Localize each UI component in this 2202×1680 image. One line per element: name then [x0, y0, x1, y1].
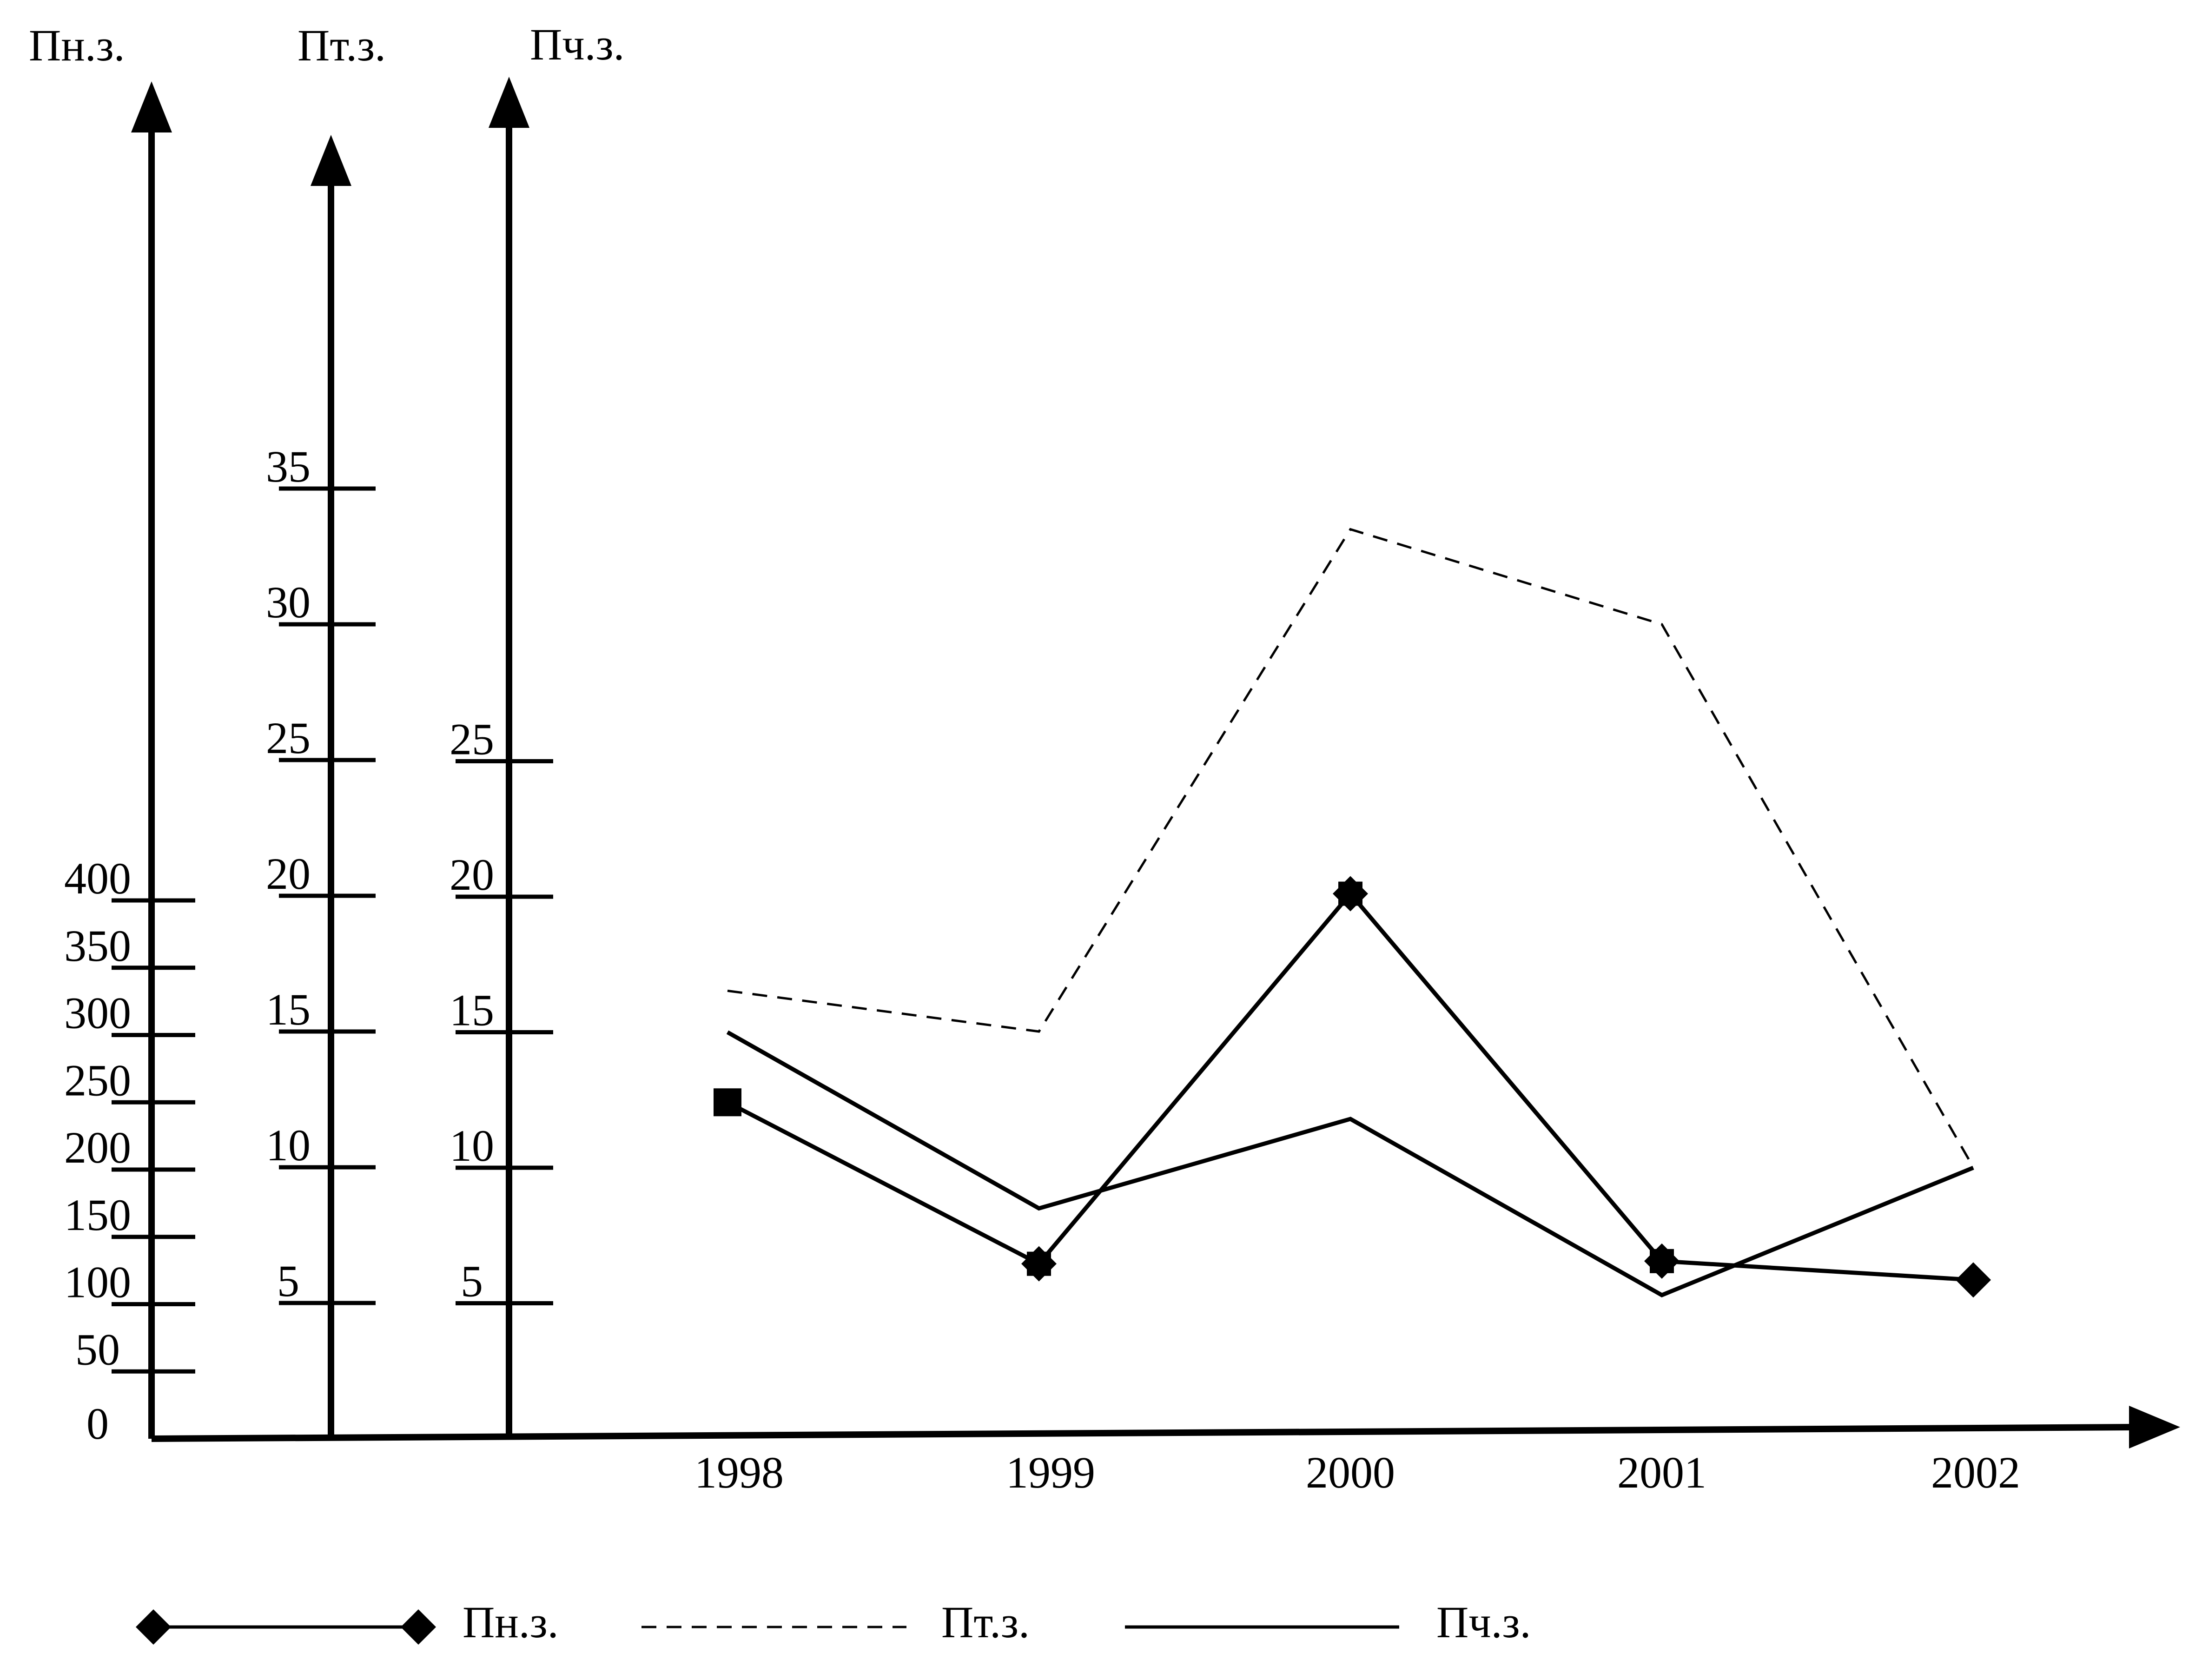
x-axis [151, 1424, 2139, 1442]
series-line-1 [726, 890, 1974, 1282]
y-axis-1-arrow [131, 81, 172, 132]
y-axis-2-tick-label: 20 [266, 849, 311, 899]
y-axis-2-tick-label: 30 [266, 577, 311, 627]
x-axis-tick-label: 2000 [1306, 1448, 1395, 1497]
y-axis-1-tick-label: 0 [86, 1399, 109, 1449]
series-1-point-overlay [1333, 876, 1368, 912]
y-axis-3-tick-label: 15 [450, 986, 494, 1035]
y-axis-2-tick-label: 5 [277, 1256, 299, 1306]
y-axis-3-tick-label: 25 [450, 714, 494, 764]
legend-label-2: Пт.з. [941, 1597, 1030, 1647]
legend-label-3: Пч.з. [1436, 1597, 1531, 1647]
axes-layer: Пн.з. 0 50 100 150 200 250 300 350 400 Пт.з. 5 10 15 2… [29, 20, 2180, 1497]
y-axis-3-title: Пч.з. [530, 20, 625, 69]
series-line-3 [726, 1030, 1974, 1298]
x-axis-arrow [2129, 1406, 2180, 1449]
y-axis-2-tick-label: 15 [266, 985, 311, 1034]
legend-label-1: Пн.з. [463, 1597, 559, 1647]
y-axis-1-tick-label: 200 [64, 1123, 131, 1172]
y-axis-1-tick-label: 350 [64, 921, 131, 971]
y-axis-2-arrow [311, 135, 351, 186]
y-axis-1-tick-label: 100 [64, 1257, 131, 1307]
y-axis-1-tick-label: 400 [64, 853, 131, 903]
y-axis-2-tick-label: 10 [266, 1120, 311, 1170]
x-axis-tick-label: 2001 [1617, 1448, 1706, 1497]
y-axis-1-tick-label: 150 [64, 1190, 131, 1240]
legend-layer: Пн.з. Пт.з. Пч.з. [136, 1597, 1531, 1647]
y-axis-1-tick-label: 250 [64, 1055, 131, 1105]
y-axis-2-tick-label: 35 [266, 442, 311, 491]
y-axis-2-title: Пт.з. [298, 20, 386, 70]
series-1-point-overlay [1644, 1243, 1680, 1279]
x-axis-tick-label: 1999 [1006, 1448, 1095, 1497]
y-axis-1-title: Пн.з. [29, 20, 125, 70]
series-line-2 [727, 528, 1975, 1168]
series-layer [714, 528, 1991, 1298]
series-1-point [714, 1088, 741, 1117]
y-axis-1-tick-label: 50 [75, 1324, 120, 1374]
y-axis-3-tick-label: 20 [450, 850, 494, 900]
y-axis-3-tick-label: 5 [461, 1257, 483, 1306]
series-1-point [1956, 1262, 1991, 1298]
legend-marker [401, 1609, 436, 1645]
y-axis-3-tick-label: 10 [450, 1121, 494, 1171]
y-axis-1-tick-label: 300 [64, 988, 131, 1038]
series-1-point-overlay [1021, 1246, 1057, 1282]
x-axis-tick-label: 1998 [694, 1448, 784, 1497]
legend-marker [136, 1609, 171, 1645]
x-axis-tick-label: 2002 [1931, 1448, 2020, 1497]
y-axis-3-arrow [489, 77, 529, 128]
y-axis-2-tick-label: 25 [266, 713, 311, 763]
